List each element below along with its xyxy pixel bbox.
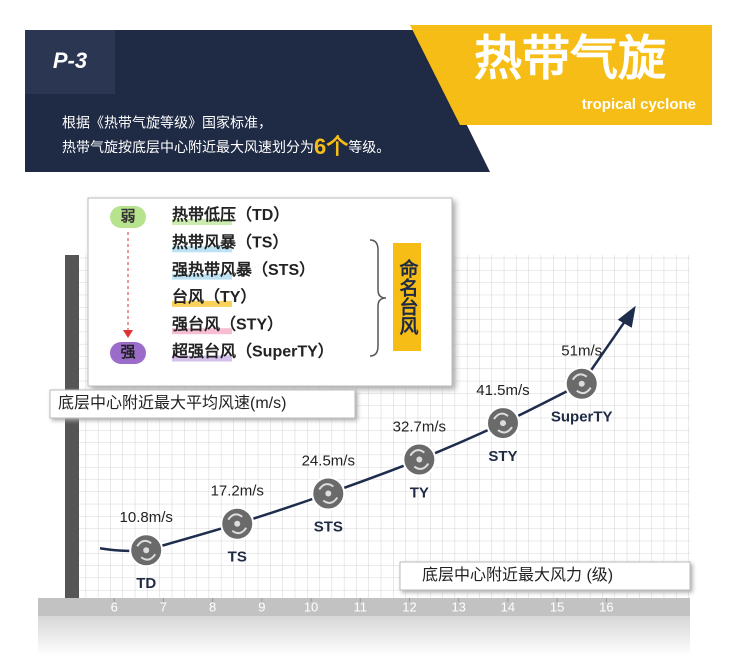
value-label: 51m/s: [561, 343, 602, 360]
y-axis-bar: [65, 255, 79, 600]
brace: [369, 239, 387, 357]
intro-text: 热带气旋按底层中心附近最大风速划分为: [62, 139, 314, 155]
level-highlight: [172, 328, 232, 335]
subtitle: tropical cyclone: [582, 96, 696, 113]
cyclone-eye: [143, 547, 150, 554]
header-band: [25, 30, 490, 172]
x-tick-label: 6: [111, 599, 118, 614]
level-label: 强热带风暴（STS）: [172, 260, 315, 279]
cyclone-swirl: [493, 412, 513, 434]
x-tick-label: 13: [451, 599, 465, 614]
value-label: 17.2m/s: [211, 483, 264, 500]
level-highlight: [172, 219, 232, 225]
level-highlight: [172, 300, 232, 307]
value-label: 32.7m/s: [393, 418, 446, 435]
level-highlight: [172, 355, 232, 362]
x-tick-label: 7: [160, 599, 167, 614]
intro-line: 热带气旋按底层中心附近最大风速划分为6个等级。: [62, 134, 390, 159]
x-tick-label: 12: [402, 599, 416, 614]
cyclone-swirl: [409, 449, 430, 470]
category-label: TY: [410, 484, 429, 501]
intro-line: 根据《热带气旋等级》国家标准，: [62, 115, 272, 131]
cyclone-eye: [578, 380, 585, 387]
strong-pill: [110, 342, 146, 364]
intro-highlight: 6个: [314, 134, 349, 159]
x-tick-label: 10: [304, 599, 318, 614]
category-label: STY: [488, 448, 517, 465]
cyclone-eye: [416, 456, 423, 463]
floor: [38, 616, 690, 656]
level-label: 台风（TY）: [172, 287, 256, 306]
level-highlight: [172, 246, 232, 253]
weak-pill: [110, 206, 146, 228]
category-label: TD: [136, 575, 156, 592]
title: 热带气旋: [474, 33, 666, 86]
y-label-box: [49, 389, 356, 419]
x-tick-label: 8: [209, 599, 216, 614]
value-label: 10.8m/s: [120, 509, 173, 526]
x-tick-label: 16: [599, 599, 613, 614]
x-tick-label: 15: [550, 599, 564, 614]
weak-label: 弱: [120, 208, 135, 225]
cyclone-swirl: [318, 483, 339, 504]
title-band: [410, 25, 712, 125]
category-label: SuperTY: [551, 409, 613, 426]
level-label: 热带风暴（TS）: [172, 233, 288, 252]
named-label: 命名台风: [397, 258, 419, 336]
x-label-box: [399, 561, 691, 591]
intro-text: 等级。: [348, 139, 390, 155]
arrow-head: [617, 305, 636, 328]
x-tick-label: 9: [258, 599, 265, 614]
strong-label: 强: [120, 344, 135, 361]
cyclone-eye: [325, 490, 332, 497]
cyclone-swirl: [227, 513, 248, 535]
legend-box: [87, 197, 453, 387]
y-axis-label: 底层中心附近最大平均风速(m/s): [58, 394, 286, 412]
x-tick-label: 14: [501, 599, 515, 614]
tab: P-3: [53, 48, 87, 73]
value-label: 41.5m/s: [476, 382, 529, 399]
cyclone-swirl: [571, 373, 592, 395]
value-label: 24.5m/s: [302, 452, 355, 469]
level-label: 超强台风（SuperTY）: [171, 342, 334, 361]
cyclone-swirl: [136, 539, 157, 561]
level-label: 强台风（STY）: [172, 314, 283, 333]
category-label: TS: [228, 549, 247, 566]
cyclone-eye: [234, 520, 241, 527]
arrow-head: [123, 330, 133, 338]
level-label: 热带低压（TD）: [172, 205, 289, 224]
level-highlight: [172, 273, 232, 280]
x-axis-label: 底层中心附近最大风力 (级): [422, 566, 613, 584]
named-box: [393, 243, 421, 351]
cyclone-eye: [499, 420, 506, 427]
category-label: STS: [314, 518, 343, 535]
x-axis-bar: [38, 598, 690, 616]
x-tick-label: 11: [354, 599, 368, 614]
tab-box: [25, 30, 115, 94]
